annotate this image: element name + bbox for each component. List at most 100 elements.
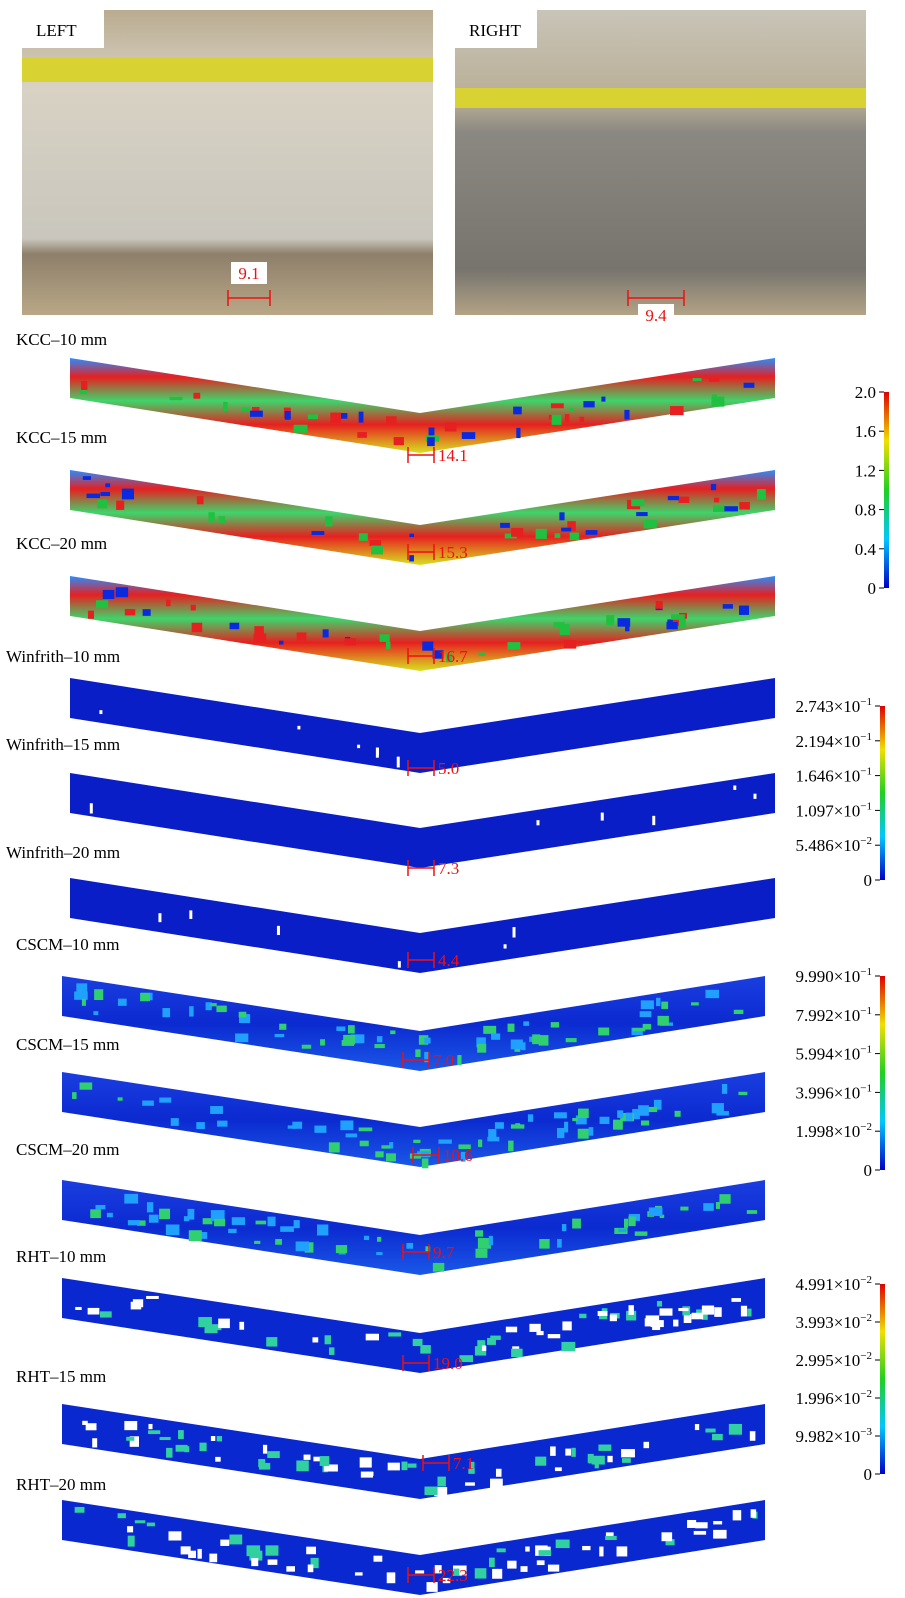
damage-spot bbox=[386, 1572, 396, 1584]
damage-spot bbox=[254, 1240, 261, 1244]
damage-spot bbox=[287, 1125, 297, 1129]
damage-spot bbox=[79, 1082, 93, 1090]
damage-spot bbox=[634, 1231, 648, 1236]
damage-spot bbox=[328, 1347, 335, 1355]
damage-spot bbox=[266, 1337, 278, 1347]
damage-spot bbox=[652, 815, 656, 826]
colorbar-label: 0 bbox=[864, 871, 873, 890]
damage-spot bbox=[550, 403, 564, 409]
damage-spot bbox=[599, 1116, 610, 1125]
damage-spot bbox=[415, 1570, 425, 1574]
damage-spot bbox=[188, 1550, 197, 1559]
damage-spot bbox=[538, 1550, 552, 1556]
damage-spot bbox=[330, 412, 341, 423]
damage-spot bbox=[712, 1433, 723, 1441]
damage-spot bbox=[320, 1039, 325, 1046]
label-text: 5.994×10 bbox=[795, 1045, 860, 1064]
damage-spot bbox=[578, 1108, 589, 1119]
damage-spot bbox=[733, 785, 737, 790]
colorbar bbox=[884, 392, 889, 588]
damage-spot bbox=[632, 1027, 646, 1032]
label-exponent: −2 bbox=[860, 1274, 872, 1286]
damage-spot bbox=[638, 1105, 649, 1116]
damage-spot bbox=[565, 1038, 577, 1043]
damage-spot bbox=[512, 927, 516, 938]
damage-spot bbox=[115, 587, 129, 598]
damage-spot bbox=[569, 407, 574, 412]
damage-spot bbox=[385, 416, 397, 424]
damage-spot bbox=[199, 1442, 207, 1452]
damage-spot bbox=[563, 640, 577, 649]
label-text: 9.982×10 bbox=[795, 1427, 860, 1446]
damage-spot bbox=[550, 1022, 560, 1028]
damage-spot bbox=[425, 1246, 431, 1252]
damage-spot bbox=[216, 1436, 223, 1442]
damage-spot bbox=[561, 1341, 576, 1352]
damage-spot bbox=[666, 621, 678, 630]
damage-spot bbox=[336, 1026, 346, 1031]
damage-spot bbox=[661, 1001, 669, 1009]
damage-spot bbox=[87, 610, 95, 619]
damage-spot bbox=[252, 407, 260, 413]
damage-spot bbox=[594, 1457, 599, 1469]
label-text: 1.996×10 bbox=[795, 1389, 860, 1408]
damage-spot bbox=[180, 1546, 191, 1555]
damage-spot bbox=[100, 491, 110, 497]
damage-spot bbox=[175, 1444, 188, 1452]
label-exponent: −2 bbox=[860, 1350, 872, 1362]
damage-spot bbox=[598, 1444, 612, 1451]
damage-spot bbox=[731, 1298, 741, 1302]
damage-spot bbox=[241, 407, 250, 412]
measure-box bbox=[638, 304, 674, 326]
damage-spot bbox=[632, 1108, 640, 1120]
colorbar-label: 1.097×10−1 bbox=[795, 800, 872, 820]
damage-spot bbox=[516, 427, 521, 439]
damage-spot bbox=[481, 1345, 487, 1351]
label-text: 1.6 bbox=[855, 422, 876, 441]
damage-spot bbox=[557, 1239, 562, 1248]
damage-spot bbox=[344, 638, 356, 646]
damage-spot bbox=[328, 1142, 340, 1153]
label-exponent: −2 bbox=[860, 835, 872, 847]
damage-spot bbox=[575, 1115, 587, 1125]
damage-spot bbox=[343, 1034, 356, 1045]
damage-spot bbox=[609, 1314, 617, 1322]
damage-spot bbox=[642, 1023, 652, 1030]
damage-spot bbox=[415, 1049, 421, 1058]
damage-spot bbox=[559, 624, 570, 635]
damage-spot bbox=[102, 589, 115, 600]
measure-box bbox=[231, 262, 267, 284]
damage-spot bbox=[488, 1557, 495, 1568]
damage-spot bbox=[562, 1321, 572, 1331]
damage-spot bbox=[297, 725, 301, 730]
damage-spot bbox=[134, 1520, 146, 1524]
damage-spot bbox=[371, 545, 383, 555]
damage-spot bbox=[535, 528, 547, 539]
damage-spot bbox=[733, 1009, 744, 1015]
colorbar-label: 5.994×10−1 bbox=[795, 1044, 872, 1064]
damage-spot bbox=[99, 1311, 112, 1318]
damage-spot bbox=[601, 1308, 608, 1312]
damage-spot bbox=[401, 1461, 408, 1471]
label-text: 0 bbox=[864, 1161, 873, 1180]
damage-spot bbox=[503, 944, 507, 949]
colorbar-label: 1.998×10−2 bbox=[795, 1121, 872, 1141]
damage-spot bbox=[624, 1218, 629, 1228]
photo-right bbox=[455, 10, 866, 315]
damage-spot bbox=[703, 1203, 714, 1211]
damage-spot bbox=[87, 1307, 100, 1315]
damage-spot bbox=[507, 642, 521, 650]
damage-spot bbox=[393, 437, 404, 446]
damage-spot bbox=[129, 1436, 140, 1447]
damage-spot bbox=[81, 381, 88, 390]
damage-spot bbox=[564, 1121, 569, 1133]
damage-spot bbox=[746, 1210, 758, 1214]
damage-spot bbox=[673, 1319, 679, 1327]
damage-spot bbox=[705, 989, 719, 999]
label-exponent: −1 bbox=[860, 1044, 872, 1056]
label-text: 2.0 bbox=[855, 383, 876, 402]
damage-spot bbox=[75, 1306, 82, 1310]
damage-spot bbox=[678, 1307, 689, 1312]
damage-spot bbox=[317, 1224, 329, 1236]
damage-spot bbox=[94, 989, 104, 1001]
